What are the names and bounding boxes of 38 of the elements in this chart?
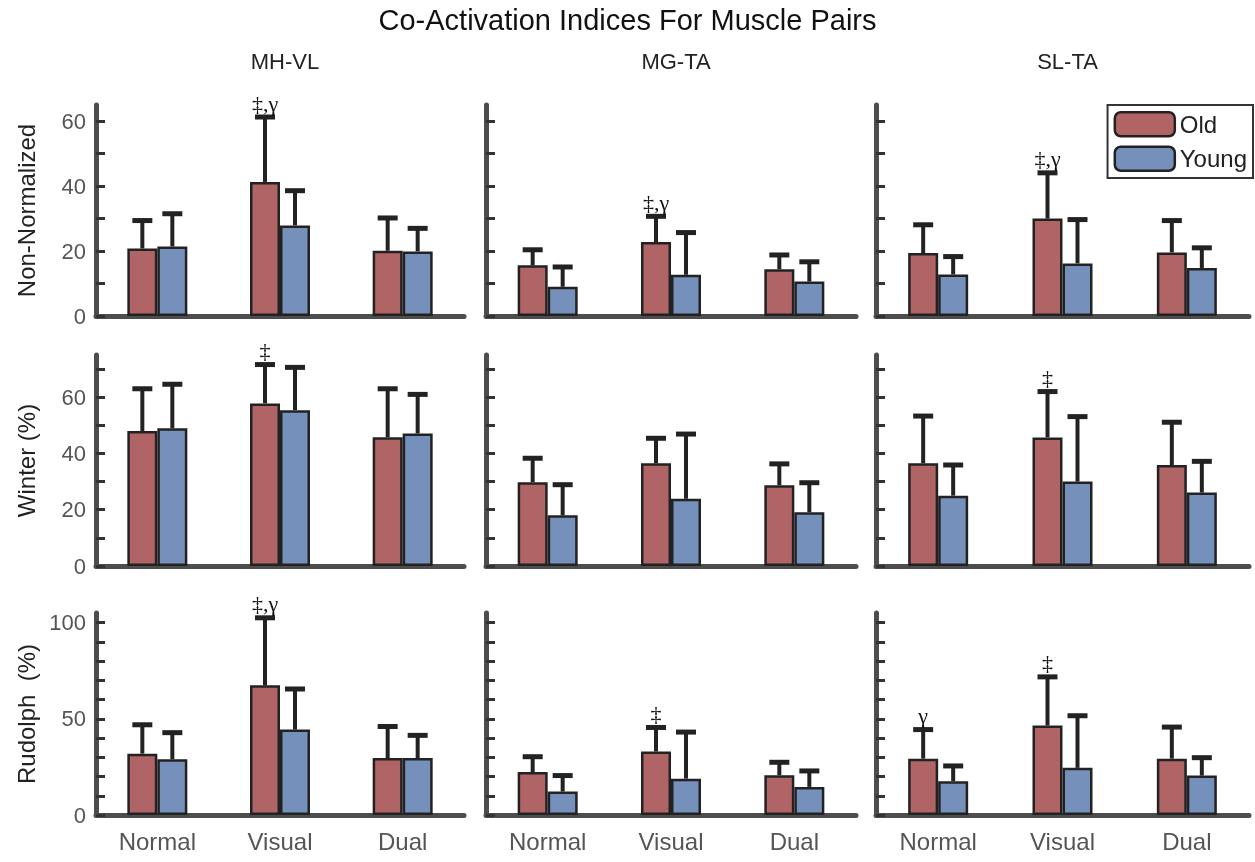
annotation: ‡,γ [251,90,279,116]
y-tick-label: 20 [61,238,86,264]
x-tick-label: Dual [769,827,820,855]
y-tick-label: 20 [61,497,86,523]
chart-subtitle: MH-VL [250,48,320,74]
x-tick-label: Normal [508,827,587,855]
y-tick-label: 60 [61,384,86,410]
text: Co-Activation Indices For Muscle Pairs [377,4,878,37]
annotation: ‡ [259,338,271,364]
y-tick-label: 0 [73,553,86,579]
x-tick-label: Visual [247,827,313,855]
legend-label: Old [1179,110,1218,138]
x-tick-label: Dual [1162,827,1212,855]
y-tick-label: 60 [61,108,86,134]
y-tick-label: 50 [61,706,86,732]
x-tick-label: Normal [118,827,197,855]
annotation: ‡,γ [642,189,670,215]
y-axis-title: Rudolph (%) [12,643,40,785]
annotation: γ [917,703,929,729]
legend-label: Young [1179,145,1248,173]
x-tick-label: Visual [1030,827,1095,855]
chart-subtitle: SL-TA [1037,48,1099,74]
chart-subtitle: MG-TA [641,48,711,74]
x-tick-label: Visual [638,827,704,855]
y-tick-label: 0 [73,303,86,329]
y-tick-label: 100 [49,610,86,636]
y-tick-label: 40 [61,173,86,199]
x-tick-label: Normal [899,827,977,855]
annotation: ‡,γ [1034,146,1061,172]
y-tick-label: 40 [61,440,86,466]
annotation: ‡ [1042,650,1053,676]
annotation: ‡ [650,700,662,726]
x-tick-label: Dual [377,827,428,855]
y-axis-title: Non-Normalized [12,123,40,298]
y-axis-title: Winter (%) [12,403,40,518]
annotation: ‡ [1042,365,1053,391]
annotation: ‡,γ [251,591,279,617]
y-tick-label: 0 [73,802,86,828]
